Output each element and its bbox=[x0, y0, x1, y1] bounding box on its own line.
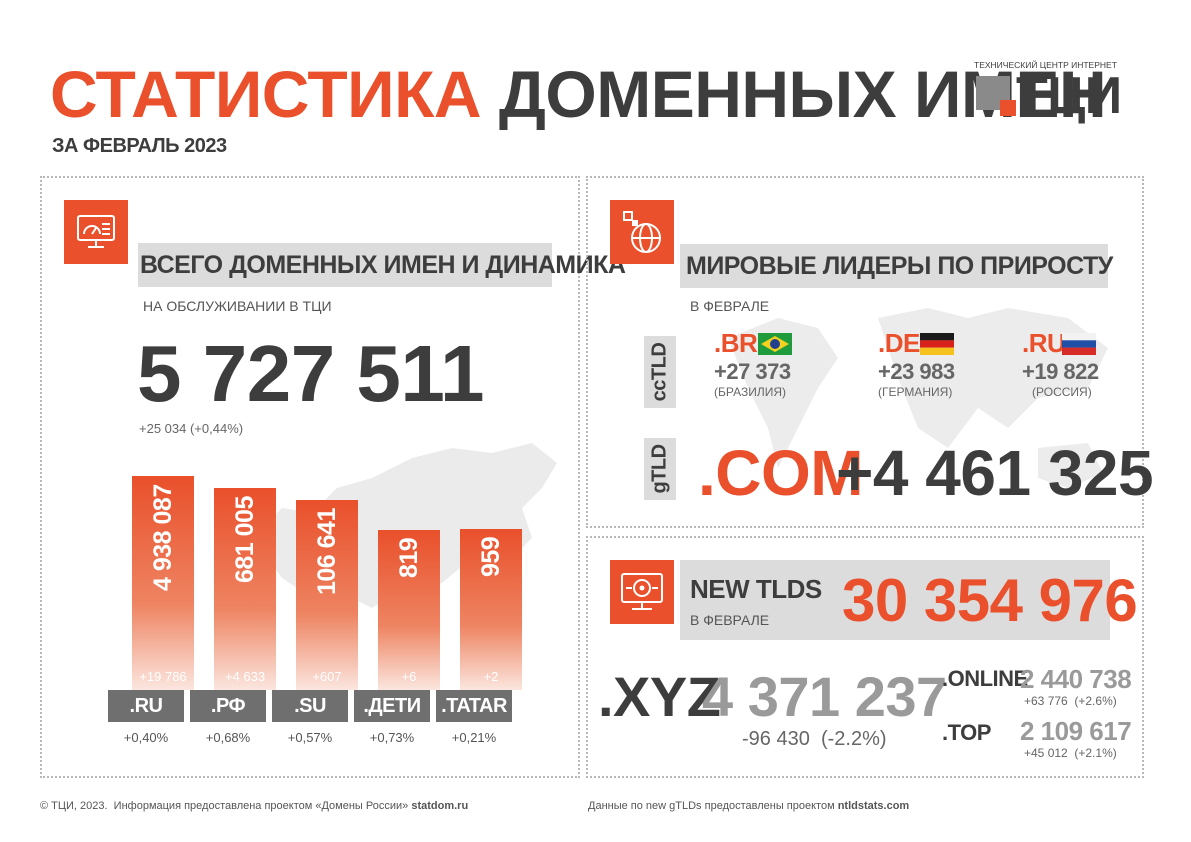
bar-delta-label: +19 786 bbox=[139, 669, 187, 684]
footer-left: © ТЦИ, 2023. Информация предоставлена пр… bbox=[40, 800, 468, 812]
gtld-delta: +4 461 325 bbox=[836, 437, 1154, 509]
total-domains-panel: ВСЕГО ДОМЕННЫХ ИМЕН И ДИНАМИКА НА ОБСЛУЖ… bbox=[40, 176, 626, 778]
cctld-label: ccTLD bbox=[648, 342, 671, 402]
cctld-delta: +27 373 bbox=[714, 359, 791, 384]
bar-value-label: 959 bbox=[477, 537, 505, 578]
other-tld: .TOP bbox=[942, 720, 991, 745]
leader-value: 4 371 237 bbox=[702, 665, 947, 728]
cctld-delta: +23 983 bbox=[878, 359, 955, 384]
tld-tab: .RU bbox=[108, 690, 184, 722]
other-delta: +45 012 (+2.1%) bbox=[1024, 746, 1117, 760]
tld-tab: .TATAR bbox=[436, 690, 512, 722]
tld-tab: .SU bbox=[272, 690, 348, 722]
total-domains-delta: +25 034 (+0,44%) bbox=[139, 421, 244, 436]
gtld-tld: .COM bbox=[698, 437, 864, 509]
left-heading-band bbox=[138, 243, 552, 287]
world-heading-band bbox=[680, 244, 1108, 288]
cctld-label-box: ccTLD bbox=[644, 336, 676, 408]
bar-3: 819 +6 bbox=[378, 530, 440, 690]
left-caption: НА ОБСЛУЖИВАНИИ В ТЦИ bbox=[143, 298, 332, 314]
other-delta: +63 776 (+2.6%) bbox=[1024, 694, 1117, 708]
new-tlds-caption: В ФЕВРАЛЕ bbox=[690, 612, 770, 628]
total-domains-value: 5 727 511 bbox=[137, 329, 484, 418]
bar-value-label: 106 641 bbox=[313, 508, 341, 595]
globe-gear-icon bbox=[610, 560, 674, 624]
new-tlds-heading: NEW TLDS bbox=[690, 574, 822, 604]
bar-delta-label: +4 633 bbox=[224, 669, 266, 684]
other-value: 2 109 617 bbox=[1020, 716, 1132, 746]
bar-delta-label: +2 bbox=[483, 669, 499, 684]
footer-right: Данные по new gTLDs предоставлены проект… bbox=[588, 800, 909, 812]
tld-tab: .ДЕТИ bbox=[354, 690, 430, 722]
bar-0: 4 938 087 +19 786 bbox=[132, 476, 194, 690]
new-tlds-band bbox=[680, 560, 1110, 640]
cctld-tld: .DE bbox=[878, 328, 920, 358]
logo-mark-accent bbox=[1000, 100, 1016, 116]
bar-chart: 4 938 087 +19 786 681 005 +4 633 106 641 +607… bbox=[42, 178, 582, 690]
new-tlds-total: 30 354 976 bbox=[842, 567, 1138, 634]
cctld-tld: .RU bbox=[1022, 328, 1066, 358]
other-value: 2 440 738 bbox=[1020, 664, 1132, 694]
page-title: СТАТИСТИКА ДОМЕННЫХ ИМЕН bbox=[50, 56, 1107, 132]
leader-delta: -96 430 (-2.2%) bbox=[742, 728, 887, 750]
tld-percent: +0,68% bbox=[205, 730, 251, 745]
bar-value-label: 4 938 087 bbox=[149, 484, 177, 591]
world-heading: МИРОВЫЕ ЛИДЕРЫ ПО ПРИРОСТУ bbox=[686, 252, 1113, 280]
brazil-flag-icon bbox=[758, 333, 792, 355]
new-tlds-panel: NEW TLDS В ФЕВРАЛЕ 30 354 976 .XYZ 4 371… bbox=[586, 536, 1144, 778]
bar-value-label: 819 bbox=[395, 538, 423, 579]
title-accent: СТАТИСТИКА bbox=[50, 57, 482, 131]
cctld-country: (БРАЗИЛИЯ) bbox=[714, 385, 786, 399]
cctld-country: (ГЕРМАНИЯ) bbox=[878, 385, 953, 399]
cctld-entry-de: .DE +23 983 (ГЕРМАНИЯ) bbox=[878, 328, 988, 399]
world-caption: В ФЕВРАЛЕ bbox=[690, 298, 770, 314]
other-tld: .ONLINE bbox=[942, 666, 1028, 691]
bar-area: 4 938 087 +19 786 681 005 +4 633 106 641 +607… bbox=[132, 468, 552, 690]
gtld-label-box: gTLD bbox=[644, 438, 676, 500]
russia-flag-icon bbox=[1062, 333, 1096, 355]
bar-2: 106 641 +607 bbox=[296, 499, 358, 690]
cctld-country: (РОССИЯ) bbox=[1032, 385, 1092, 399]
world-leaders-panel: МИРОВЫЕ ЛИДЕРЫ ПО ПРИРОСТУ В ФЕВРАЛЕ ccT… bbox=[586, 176, 1154, 528]
tld-percent: +0,40% bbox=[123, 730, 169, 745]
bar-1: 681 005 +4 633 bbox=[214, 488, 276, 690]
page-subtitle: ЗА ФЕВРАЛЬ 2023 bbox=[52, 135, 227, 157]
germany-flag-icon bbox=[920, 333, 954, 355]
bar-value-label: 681 005 bbox=[231, 496, 259, 584]
bar-4: 959 +2 bbox=[460, 529, 522, 690]
bar-delta-label: +6 bbox=[401, 669, 417, 684]
cctld-entry-br: .BR +27 373 (БРАЗИЛИЯ) bbox=[714, 328, 824, 399]
cctld-delta: +19 822 bbox=[1022, 359, 1099, 384]
footer-left-link[interactable]: statdom.ru bbox=[411, 800, 469, 812]
tld-tab: .РФ bbox=[190, 690, 266, 722]
cctld-tld: .BR bbox=[714, 328, 758, 358]
logo-text: ТЦИ bbox=[1016, 67, 1122, 125]
cctld-entry-ru: .RU +19 822 (РОССИЯ) bbox=[1022, 328, 1122, 399]
logo-caption: ТЕХНИЧЕСКИЙ ЦЕНТР ИНТЕРНЕТ bbox=[974, 60, 1117, 70]
globe-icon bbox=[610, 200, 674, 264]
left-heading: ВСЕГО ДОМЕННЫХ ИМЕН И ДИНАМИКА bbox=[140, 251, 626, 279]
tld-percent: +0,73% bbox=[369, 730, 415, 745]
leader-tld: .XYZ bbox=[598, 665, 721, 728]
bar-delta-label: +607 bbox=[312, 669, 342, 684]
footer-right-link[interactable]: ntldstats.com bbox=[837, 800, 910, 812]
tld-percent: +0,57% bbox=[287, 730, 333, 745]
footer-left-text: © ТЦИ, 2023. Информация предоставлена пр… bbox=[40, 800, 412, 812]
monitor-dashboard-icon bbox=[64, 200, 128, 264]
tld-percent: +0,21% bbox=[451, 730, 497, 745]
logo: ТЕХНИЧЕСКИЙ ЦЕНТР ИНТЕРНЕТ ТЦИ bbox=[974, 60, 1134, 130]
tld-tabs: .RU +0,40% .РФ +0,68% .SU +0,57% .ДЕТИ +0,73% .T… bbox=[108, 690, 568, 760]
footer-right-text: Данные по new gTLDs предоставлены проект… bbox=[588, 800, 838, 812]
gtld-label: gTLD bbox=[648, 444, 671, 494]
